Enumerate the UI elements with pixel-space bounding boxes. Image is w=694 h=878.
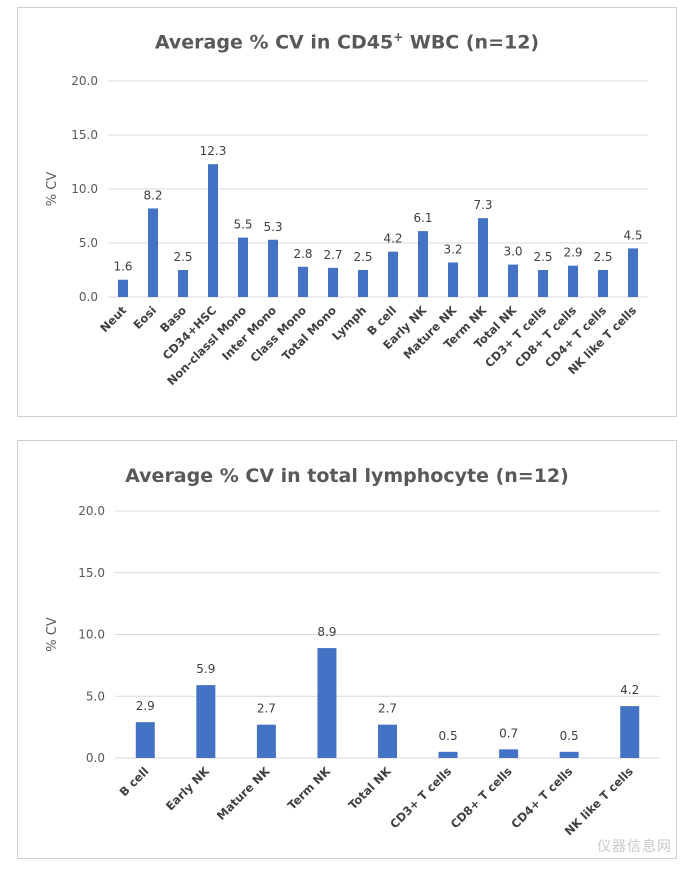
data-label: 5.9	[196, 662, 215, 676]
bar	[568, 265, 578, 297]
bar	[328, 267, 338, 297]
bar	[628, 248, 638, 297]
data-label: 2.7	[257, 702, 276, 716]
chart-lymphocyte-svg: 0.0 5.0 10.0 15.0 20.0 % CV 2.9 B cell 5.9 Early …	[45, 504, 660, 838]
data-label: 2.7	[378, 702, 397, 716]
bar	[388, 251, 398, 297]
chart-title-lymphocyte: Average % CV in total lymphocyte (n=12)	[125, 465, 569, 487]
watermark-text: 仪器信息网	[597, 839, 672, 855]
bar	[559, 751, 579, 758]
data-label: 2.9	[563, 246, 582, 260]
bar	[448, 262, 458, 297]
y-tick-label: 0.0	[79, 290, 98, 304]
bar	[268, 239, 278, 297]
data-label: 2.5	[173, 250, 192, 264]
y-tick-label: 20.0	[71, 74, 98, 88]
data-label: 2.9	[136, 699, 155, 713]
y-tick-label: 15.0	[78, 566, 105, 580]
y-tick-label: 20.0	[78, 504, 105, 518]
category-label: CD4+ T cells	[508, 764, 575, 831]
data-label: 1.6	[113, 260, 132, 274]
y-tick-label: 15.0	[71, 128, 98, 142]
bar	[620, 706, 640, 758]
chart-panel-lymphocyte: Average % CV in total lymphocyte (n=12) …	[17, 440, 677, 859]
category-label: Mature NK	[214, 763, 273, 822]
data-label: 12.3	[200, 144, 227, 158]
bar	[238, 237, 248, 297]
chart-panel-wbc: Average % CV in CD45+ WBC (n=12) 0.0 5.0 1…	[17, 7, 677, 417]
data-label: 6.1	[413, 211, 432, 225]
bar	[378, 724, 397, 758]
y-tick-label: 5.0	[86, 689, 105, 703]
data-label: 2.5	[353, 250, 372, 264]
bar	[298, 266, 308, 297]
category-label: Neut	[97, 303, 129, 335]
y-tick-label: 0.0	[86, 751, 105, 765]
chart-wbc-svg: 0.05.010.015.020.0% CV1.6Neut8.2Eosi2.5B…	[45, 74, 648, 388]
data-label: 4.2	[620, 683, 639, 697]
data-label: 0.5	[439, 729, 458, 743]
data-label: 2.8	[293, 247, 312, 261]
data-label: 5.3	[263, 220, 282, 234]
y-tick-label: 10.0	[71, 182, 98, 196]
category-label: CD8+ T cells	[448, 764, 515, 831]
y-axis-label: % CV	[45, 617, 60, 652]
data-label: 3.0	[503, 245, 522, 259]
data-label: 2.7	[323, 248, 342, 262]
bar	[256, 724, 276, 758]
bar	[358, 270, 368, 297]
y-axis-label: % CV	[45, 172, 60, 207]
bar	[196, 685, 216, 758]
bar	[178, 270, 188, 297]
bar	[317, 648, 337, 758]
bar	[148, 208, 158, 297]
category-label: CD3+ T cells	[387, 764, 454, 831]
data-label: 8.9	[317, 625, 336, 639]
data-label: 4.2	[383, 232, 402, 246]
data-label: 8.2	[143, 188, 162, 202]
y-tick-label: 10.0	[78, 628, 105, 642]
data-label: 5.5	[233, 218, 252, 232]
y-tick-label: 5.0	[79, 236, 98, 250]
data-label: 4.5	[623, 228, 642, 242]
data-label: 2.5	[533, 250, 552, 264]
category-label: Total NK	[346, 763, 395, 812]
bar	[438, 751, 458, 758]
data-label: 7.3	[473, 198, 492, 212]
data-label: 0.5	[560, 729, 579, 743]
category-label: Early NK	[163, 763, 213, 813]
bar	[478, 218, 488, 297]
data-label: 2.5	[593, 250, 612, 264]
category-label: Term NK	[285, 763, 334, 812]
category-label: Eosi	[130, 303, 159, 332]
data-label: 0.7	[499, 726, 518, 740]
category-label: B cell	[117, 764, 152, 799]
data-label: 3.2	[443, 242, 462, 256]
bar	[208, 164, 218, 297]
bar	[418, 231, 428, 297]
bar	[508, 264, 518, 297]
chart-title-wbc: Average % CV in CD45+ WBC (n=12)	[154, 30, 540, 54]
bar	[538, 270, 548, 297]
bar	[598, 270, 608, 297]
bar	[118, 279, 128, 297]
bar	[135, 722, 155, 758]
bar	[499, 749, 519, 758]
